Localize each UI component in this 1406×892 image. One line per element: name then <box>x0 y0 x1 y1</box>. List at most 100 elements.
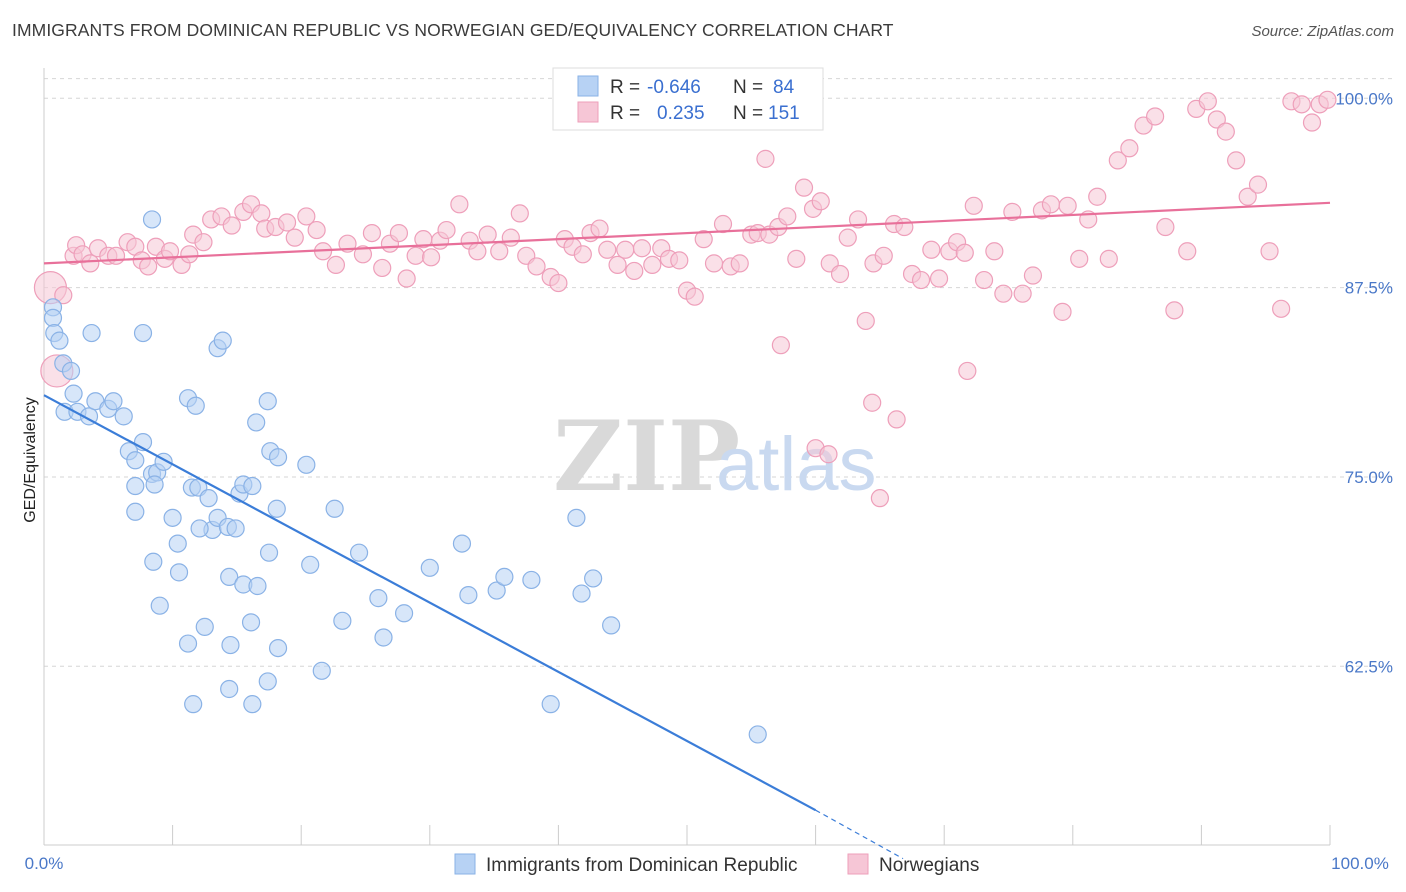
norwegian-point <box>616 240 635 259</box>
y-tick-label-1: 75.0% <box>1345 468 1393 487</box>
legend-n-value-blue: 84 <box>773 77 795 98</box>
y-tick-label-2: 87.5% <box>1345 279 1393 298</box>
norwegian-point <box>160 242 180 261</box>
dominican-point <box>186 396 205 415</box>
legend-n-label-blue: N = <box>733 77 763 98</box>
dominican-point <box>312 661 331 680</box>
dominican-point <box>567 508 586 527</box>
x-tick-label-0: 0.0% <box>25 854 64 873</box>
bottom-legend-swatch-blue <box>454 853 476 875</box>
norwegian-point <box>106 246 126 265</box>
norwegian-point <box>856 311 875 331</box>
bottom-legend: Immigrants from Dominican Republic Norwe… <box>454 853 979 876</box>
norwegian-point <box>285 228 304 247</box>
norwegian-point <box>54 286 73 305</box>
norwegian-point <box>922 240 941 259</box>
legend-r-label-pink: R = <box>610 103 640 124</box>
norwegian-point <box>1198 92 1217 111</box>
dominican-point <box>133 323 153 343</box>
dominican-point <box>374 628 393 647</box>
dominican-point <box>168 534 187 553</box>
norwegian-point <box>1013 284 1032 303</box>
norwegian-point <box>1165 301 1184 320</box>
norwegian-point <box>397 269 416 288</box>
norwegian-point <box>887 410 906 429</box>
norwegian-point <box>1058 196 1077 215</box>
dominican-point <box>333 611 352 630</box>
dominican-point <box>195 617 214 636</box>
dominican-point <box>301 555 320 574</box>
dominican-point <box>584 569 603 588</box>
norwegian-point <box>704 254 724 273</box>
norwegian-point <box>406 246 425 265</box>
dominican-point <box>541 695 560 714</box>
dominican-point <box>221 635 240 655</box>
norwegian-point <box>1302 113 1322 132</box>
trend-lines <box>43 201 1331 860</box>
norwegian-point <box>362 223 382 243</box>
norwegian-point <box>811 192 830 211</box>
watermark-atlas: atlas <box>716 422 877 507</box>
norwegian-point <box>848 210 868 229</box>
dominican-point <box>163 508 182 527</box>
norwegian-point <box>1292 95 1311 114</box>
norwegian-point <box>194 233 213 252</box>
bottom-legend-label-blue: Immigrants from Dominican Republic <box>486 855 798 876</box>
series-dominican-republic <box>43 210 767 744</box>
dominican-point <box>145 475 164 494</box>
dominican-point <box>459 585 478 605</box>
series-norwegians <box>33 90 1337 508</box>
dominican-point <box>602 616 621 635</box>
norwegian-point <box>1156 217 1175 237</box>
dominican-point <box>369 589 388 608</box>
dominican-point <box>104 392 123 411</box>
bottom-legend-swatch-pink <box>847 853 869 875</box>
dominican-point <box>213 331 232 350</box>
dominican-point <box>247 413 266 432</box>
dominican-point <box>522 570 541 590</box>
norwegian-point <box>501 228 520 247</box>
dominican-point <box>220 567 239 587</box>
bottom-legend-label-pink: Norwegians <box>879 855 979 876</box>
dominican-point <box>226 519 245 538</box>
stats-legend: R = -0.646 N = 84 R = 0.235 N = 151 <box>552 67 824 131</box>
norwegian-point <box>81 254 100 273</box>
norwegian-point <box>1248 175 1268 194</box>
norwegian-point <box>819 445 838 464</box>
dominican-point <box>268 638 288 658</box>
norwegian-point <box>252 204 271 223</box>
dominican-point <box>114 407 133 426</box>
dominican-point <box>495 567 514 587</box>
norwegian-point <box>450 195 469 214</box>
legend-r-value-blue: -0.646 <box>647 77 701 98</box>
norwegian-point <box>549 273 568 293</box>
norwegian-point <box>874 246 893 265</box>
norwegian-point <box>632 239 652 258</box>
norwegian-point <box>222 216 241 235</box>
legend-n-label-pink: N = <box>733 103 763 124</box>
norwegian-point <box>911 270 931 290</box>
norwegian-point <box>1108 151 1127 170</box>
y-tick-label-0: 62.5% <box>1345 657 1393 676</box>
norwegian-point <box>468 242 487 261</box>
norwegian-point <box>787 249 806 268</box>
dominican-point <box>184 695 203 714</box>
norwegian-point <box>694 230 713 249</box>
norwegian-point <box>685 287 704 306</box>
dominican-point <box>248 576 267 596</box>
norwegian-point <box>326 255 346 275</box>
dominican-point <box>241 613 261 632</box>
watermark: ZIP atlas <box>553 400 877 513</box>
chart-title: IMMIGRANTS FROM DOMINICAN REPUBLIC VS NO… <box>12 20 894 40</box>
dominican-point <box>199 489 218 508</box>
dominican-point <box>297 455 316 474</box>
norwegian-point <box>590 219 609 238</box>
norwegian-point <box>1120 139 1139 158</box>
dominican-point <box>64 384 83 403</box>
legend-n-value-pink: 151 <box>768 103 800 124</box>
dominican-point <box>144 552 163 571</box>
norwegian-point <box>778 207 797 226</box>
dominican-point <box>452 534 472 553</box>
norwegian-point <box>958 361 977 381</box>
norwegian-point <box>1178 242 1197 261</box>
